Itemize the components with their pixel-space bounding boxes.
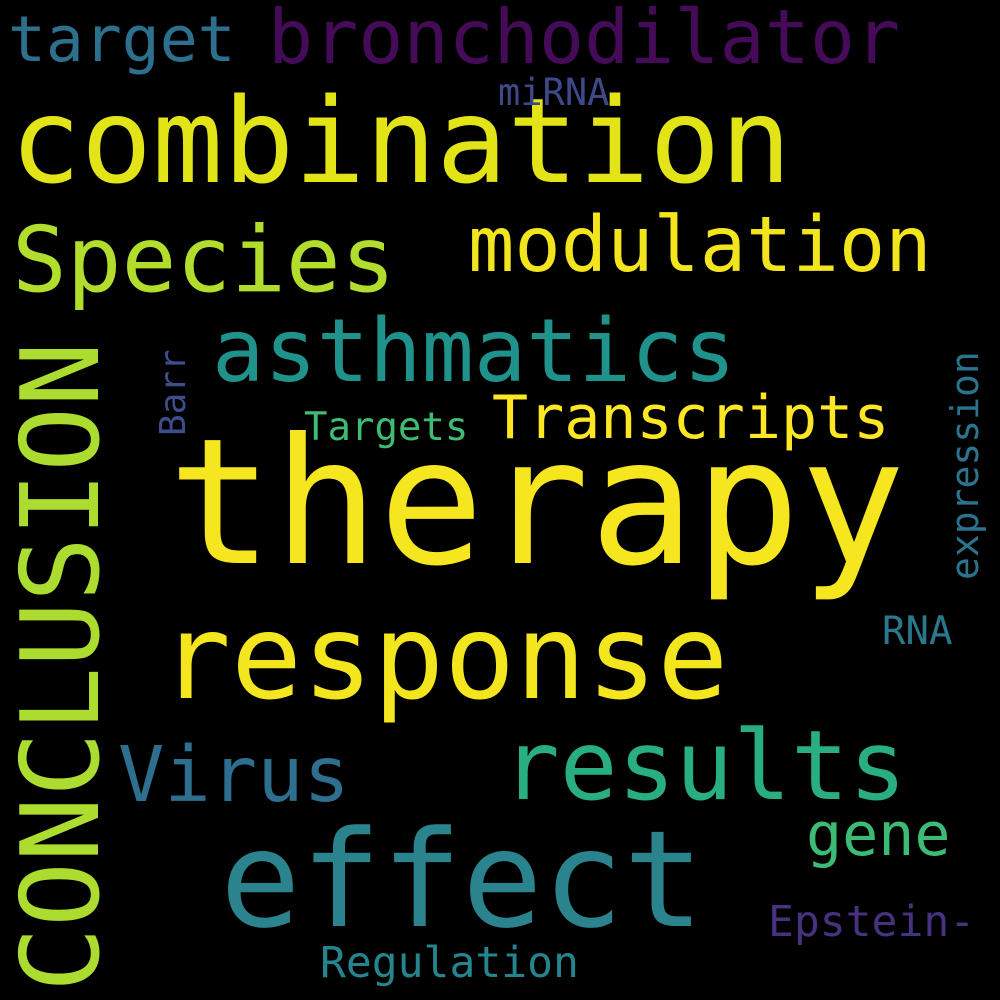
word-transcripts: Transcripts: [492, 383, 890, 453]
word-results: results: [502, 710, 907, 822]
word-gene: gene: [806, 800, 951, 870]
word-response: response: [160, 588, 729, 726]
word-virus: Virus: [118, 731, 350, 820]
word-modulation: modulation: [468, 201, 932, 290]
word-targets: Targets: [304, 405, 469, 450]
word-epstein: Epstein-: [768, 897, 976, 947]
word-asthmatics: asthmatics: [212, 300, 736, 402]
word-rna: RNA: [882, 609, 953, 654]
word-conclusion: CONCLUSION: [0, 341, 124, 992]
word-mirna: miRNA: [498, 71, 610, 114]
word-regulation: Regulation: [320, 938, 579, 988]
word-target: target: [8, 3, 236, 76]
word-combination: combination: [10, 72, 792, 210]
word-expression: expression: [943, 351, 987, 580]
word-bronchodilator: bronchodilator: [268, 0, 901, 81]
word-therapy: therapy: [168, 402, 906, 605]
word-species: Species: [12, 208, 396, 313]
word-effect: effect: [220, 802, 705, 958]
word-barr: Barr: [153, 349, 194, 436]
